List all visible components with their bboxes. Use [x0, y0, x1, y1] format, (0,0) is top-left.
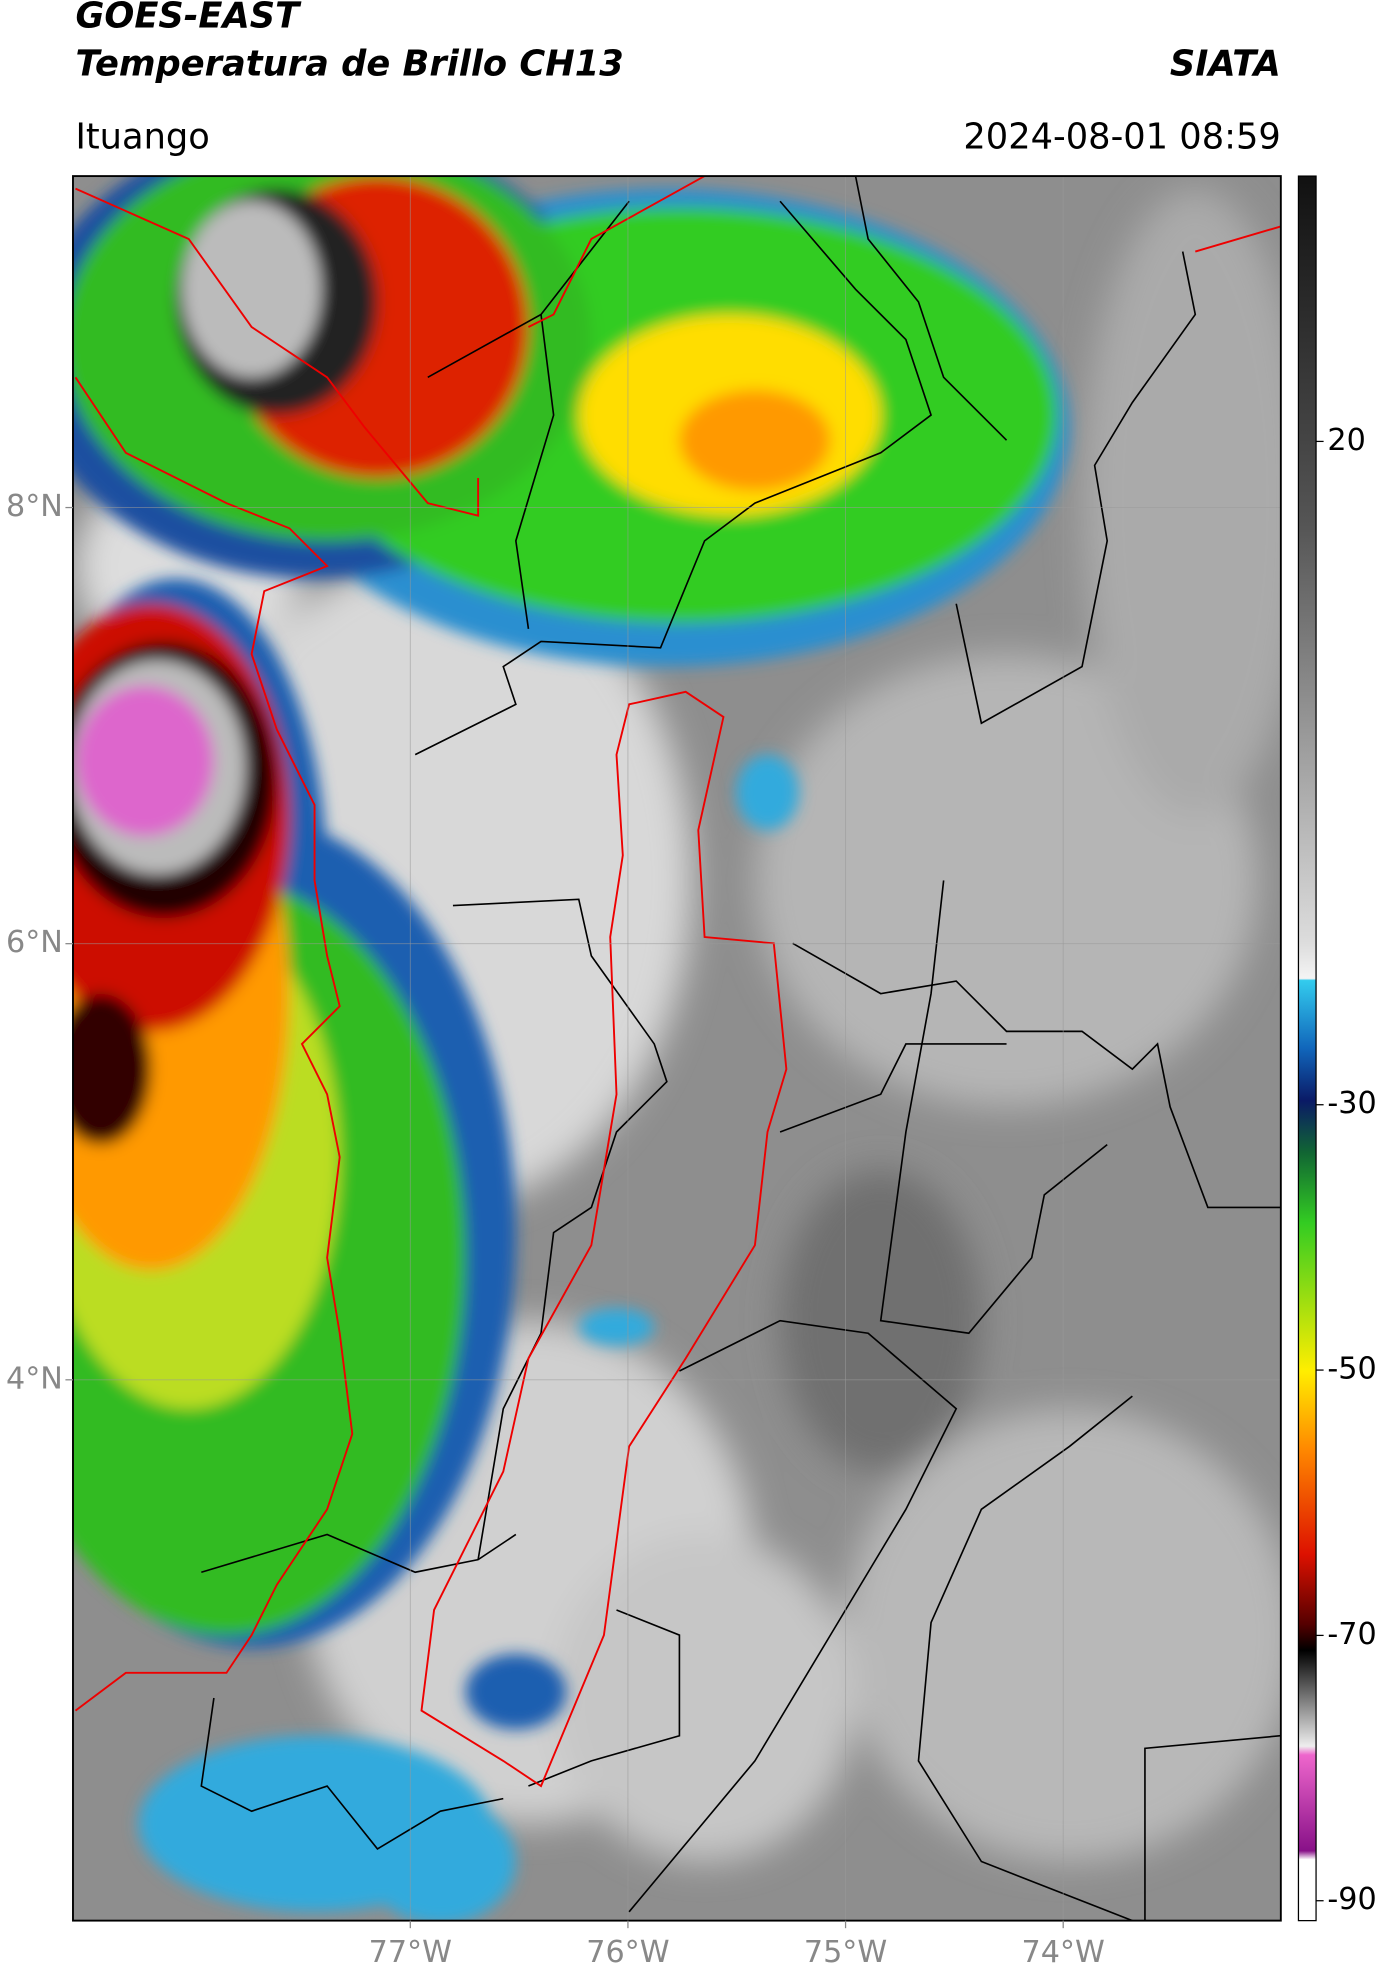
- colorbar-tick-label: -30: [1327, 1086, 1376, 1121]
- title: GOES-EAST: [75, 0, 302, 37]
- colorbar-tick-label: -50: [1327, 1352, 1376, 1387]
- map-frame: [72, 175, 1282, 1922]
- y-tick-label: 6°N: [6, 925, 63, 960]
- source: SIATA: [1170, 43, 1281, 84]
- satellite-image: [72, 176, 1281, 1921]
- grid: [72, 176, 1281, 1921]
- datetime: 2024-08-01 08:59: [963, 116, 1280, 157]
- colorbar: [1297, 175, 1317, 1922]
- colorbar-tick-label: 20: [1327, 423, 1365, 458]
- subtitle: Temperatura de Brillo CH13: [75, 43, 623, 84]
- x-tick-label: 76°W: [586, 1935, 669, 1970]
- y-tick-label: 8°N: [6, 489, 63, 524]
- location: Ituango: [75, 116, 209, 157]
- colorbar-tick-label: -70: [1327, 1617, 1376, 1652]
- colorbar-tick-label: -90: [1327, 1882, 1376, 1917]
- x-tick-label: 74°W: [1022, 1935, 1105, 1970]
- x-tick-label: 75°W: [804, 1935, 887, 1970]
- y-tick-label: 4°N: [6, 1361, 63, 1396]
- x-tick-label: 77°W: [369, 1935, 452, 1970]
